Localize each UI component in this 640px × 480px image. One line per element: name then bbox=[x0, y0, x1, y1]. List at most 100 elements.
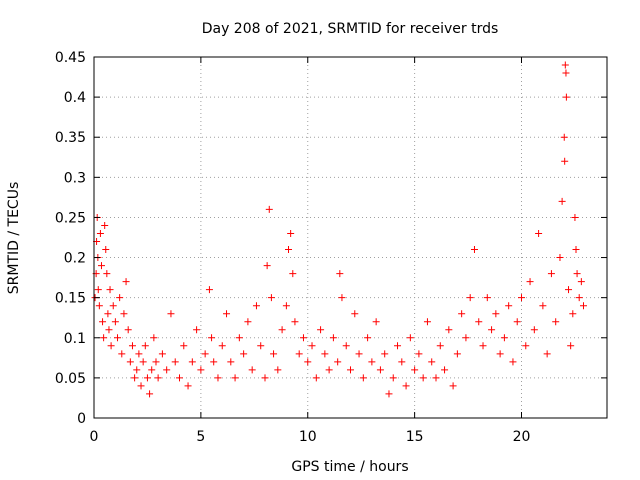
data-point bbox=[135, 350, 143, 358]
data-point bbox=[265, 205, 273, 213]
data-point bbox=[419, 374, 427, 382]
data-point bbox=[364, 334, 372, 342]
data-point bbox=[133, 366, 141, 374]
data-point bbox=[210, 358, 218, 366]
y-tick-label: 0.3 bbox=[64, 170, 86, 186]
data-point bbox=[148, 366, 156, 374]
data-point bbox=[500, 334, 508, 342]
x-tick-label: 5 bbox=[196, 429, 205, 445]
data-point bbox=[513, 318, 521, 326]
data-point bbox=[291, 318, 299, 326]
data-point bbox=[376, 366, 384, 374]
data-point bbox=[577, 278, 585, 286]
data-point bbox=[436, 342, 444, 350]
data-point bbox=[285, 246, 293, 254]
data-point bbox=[359, 374, 367, 382]
data-point bbox=[539, 302, 547, 310]
data-point bbox=[462, 334, 470, 342]
chart-title: Day 208 of 2021, SRMTID for receiver trd… bbox=[202, 21, 499, 37]
data-point bbox=[411, 366, 419, 374]
data-point bbox=[389, 374, 397, 382]
data-point bbox=[214, 374, 222, 382]
data-point bbox=[299, 334, 307, 342]
data-point bbox=[543, 350, 551, 358]
data-point bbox=[205, 286, 213, 294]
data-point bbox=[552, 318, 560, 326]
data-point bbox=[99, 318, 107, 326]
data-point bbox=[287, 229, 295, 237]
data-point bbox=[372, 318, 380, 326]
data-point bbox=[176, 374, 183, 382]
y-tick-label: 0.45 bbox=[55, 50, 86, 66]
data-point bbox=[562, 69, 570, 77]
data-point bbox=[562, 93, 570, 101]
data-point bbox=[406, 334, 414, 342]
data-point bbox=[278, 326, 286, 334]
data-point bbox=[518, 294, 525, 302]
data-point bbox=[488, 326, 496, 334]
data-point bbox=[342, 342, 350, 350]
data-point bbox=[289, 270, 297, 278]
data-point bbox=[227, 358, 235, 366]
data-point bbox=[163, 366, 171, 374]
data-point bbox=[308, 342, 316, 350]
data-point bbox=[231, 374, 239, 382]
data-point bbox=[347, 366, 354, 374]
data-point bbox=[107, 342, 115, 350]
y-tick-label: 0 bbox=[77, 411, 86, 427]
data-point bbox=[197, 366, 205, 374]
data-point bbox=[267, 294, 275, 302]
data-point bbox=[106, 286, 114, 294]
data-point bbox=[208, 334, 216, 342]
data-point bbox=[567, 342, 575, 350]
data-point bbox=[561, 61, 569, 69]
data-point bbox=[104, 310, 112, 318]
data-point bbox=[152, 358, 160, 366]
data-point bbox=[97, 262, 105, 270]
data-point bbox=[556, 254, 564, 262]
data-point bbox=[124, 326, 132, 334]
data-point bbox=[193, 326, 201, 334]
data-point bbox=[109, 302, 117, 310]
data-point bbox=[351, 310, 359, 318]
data-point bbox=[122, 278, 130, 286]
data-point bbox=[321, 350, 329, 358]
data-point bbox=[535, 229, 543, 237]
plot-frame bbox=[93, 56, 608, 419]
data-point bbox=[571, 213, 579, 221]
data-point bbox=[103, 270, 111, 278]
data-point bbox=[95, 302, 103, 310]
y-tick-label: 0.25 bbox=[55, 210, 86, 226]
data-point bbox=[114, 334, 122, 342]
data-point bbox=[368, 358, 376, 366]
data-series bbox=[91, 61, 587, 398]
data-point bbox=[201, 350, 209, 358]
data-point bbox=[355, 350, 363, 358]
x-axis-label: GPS time / hours bbox=[291, 459, 408, 475]
data-point bbox=[120, 310, 128, 318]
axes: 0 0.05 0.1 0.15 0.2 0.25 0.3 0.35 0.4 0.45 0 5 10 15 2… bbox=[55, 50, 607, 445]
grid bbox=[94, 57, 607, 418]
data-point bbox=[575, 294, 583, 302]
data-point bbox=[509, 358, 517, 366]
data-point bbox=[325, 366, 333, 374]
x-tick-label: 0 bbox=[90, 429, 99, 445]
data-point bbox=[453, 350, 461, 358]
data-point bbox=[441, 366, 449, 374]
x-tick-label: 10 bbox=[299, 429, 317, 445]
data-point bbox=[188, 358, 196, 366]
data-point bbox=[338, 294, 346, 302]
data-point bbox=[449, 382, 457, 390]
data-point bbox=[445, 326, 453, 334]
data-point bbox=[458, 310, 466, 318]
data-point bbox=[150, 334, 158, 342]
data-point bbox=[432, 374, 440, 382]
y-tick-label: 0.15 bbox=[55, 291, 86, 307]
data-point bbox=[572, 246, 580, 254]
data-point bbox=[111, 318, 119, 326]
data-point bbox=[139, 358, 147, 366]
data-point bbox=[116, 294, 124, 302]
data-point bbox=[329, 334, 337, 342]
data-point bbox=[102, 246, 110, 254]
